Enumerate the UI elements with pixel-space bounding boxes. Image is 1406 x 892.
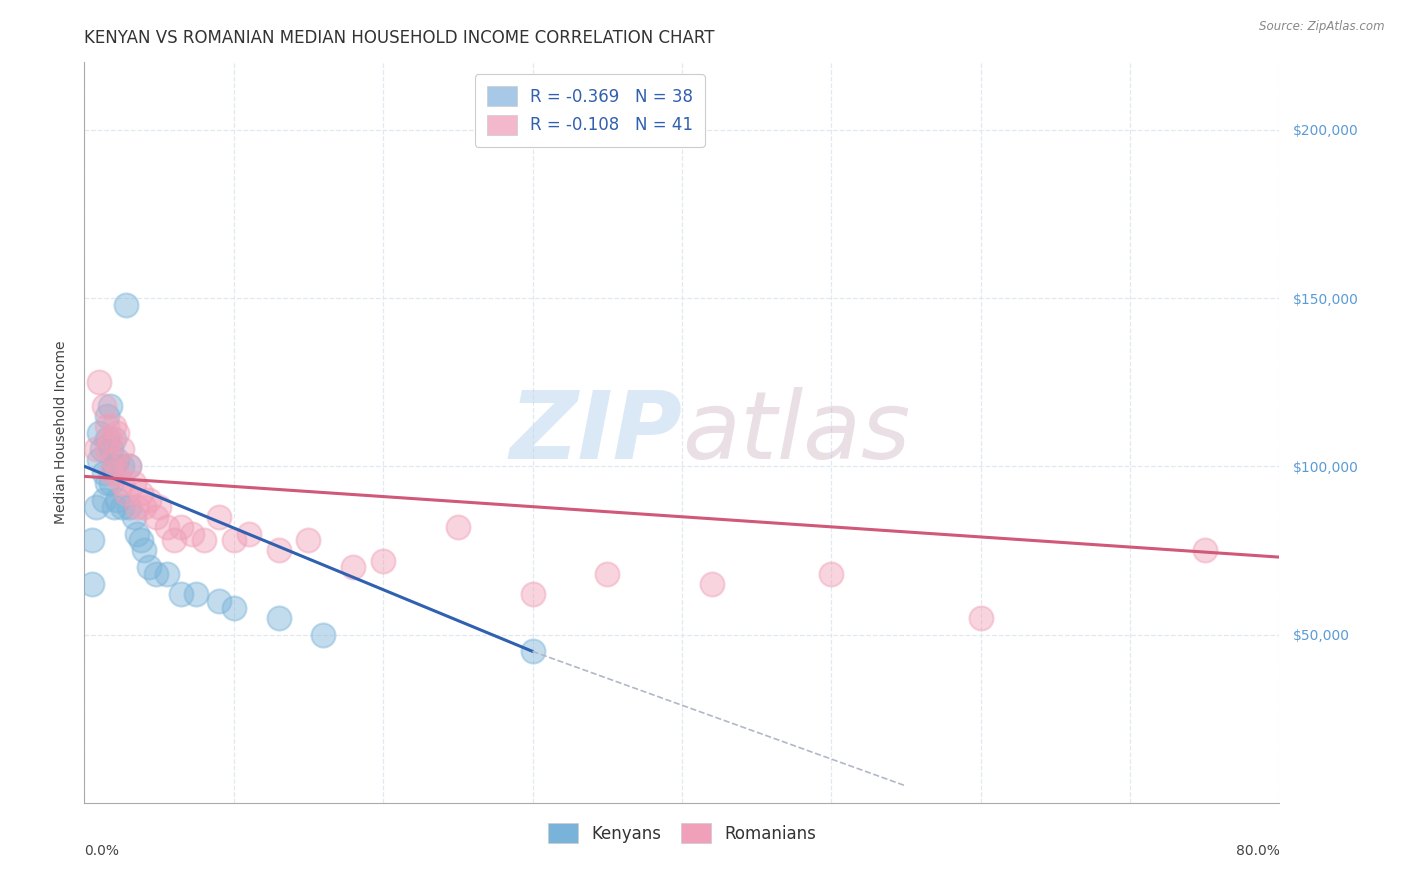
Point bbox=[129, 533, 152, 548]
Point bbox=[138, 560, 160, 574]
Point bbox=[342, 560, 364, 574]
Point bbox=[1194, 543, 1216, 558]
Point bbox=[89, 375, 111, 389]
Point bbox=[93, 399, 115, 413]
Point bbox=[373, 553, 395, 567]
Point bbox=[596, 566, 619, 581]
Point bbox=[111, 476, 134, 491]
Point bbox=[222, 533, 245, 548]
Point bbox=[111, 442, 134, 457]
Text: Source: ZipAtlas.com: Source: ZipAtlas.com bbox=[1260, 20, 1385, 33]
Point bbox=[105, 492, 128, 507]
Text: ZIP: ZIP bbox=[509, 386, 682, 479]
Point bbox=[145, 566, 167, 581]
Point bbox=[93, 466, 115, 480]
Point bbox=[208, 594, 231, 608]
Point bbox=[86, 442, 108, 457]
Point bbox=[132, 500, 156, 514]
Point bbox=[238, 526, 260, 541]
Point bbox=[96, 418, 118, 433]
Text: 0.0%: 0.0% bbox=[84, 844, 120, 857]
Point bbox=[970, 610, 993, 624]
Point bbox=[118, 500, 141, 514]
Point bbox=[118, 459, 141, 474]
Point bbox=[297, 533, 319, 548]
Point bbox=[96, 433, 118, 447]
Point bbox=[447, 520, 470, 534]
Point bbox=[820, 566, 842, 581]
Point bbox=[89, 452, 111, 467]
Point bbox=[267, 543, 290, 558]
Point bbox=[89, 425, 111, 440]
Point bbox=[98, 433, 121, 447]
Point bbox=[118, 459, 141, 474]
Point bbox=[522, 644, 544, 658]
Point bbox=[100, 442, 122, 457]
Point bbox=[267, 610, 290, 624]
Point bbox=[125, 526, 148, 541]
Point bbox=[103, 418, 125, 433]
Legend: Kenyans, Romanians: Kenyans, Romanians bbox=[541, 816, 823, 850]
Text: KENYAN VS ROMANIAN MEDIAN HOUSEHOLD INCOME CORRELATION CHART: KENYAN VS ROMANIAN MEDIAN HOUSEHOLD INCO… bbox=[84, 29, 714, 47]
Point bbox=[98, 399, 121, 413]
Point bbox=[129, 486, 152, 500]
Point bbox=[91, 442, 114, 457]
Point bbox=[111, 459, 134, 474]
Point bbox=[111, 500, 134, 514]
Point bbox=[186, 587, 208, 601]
Point bbox=[100, 476, 122, 491]
Point bbox=[700, 577, 723, 591]
Point bbox=[96, 409, 118, 423]
Text: atlas: atlas bbox=[682, 387, 910, 478]
Point bbox=[148, 500, 170, 514]
Point bbox=[208, 509, 231, 524]
Point bbox=[103, 459, 125, 474]
Point bbox=[222, 600, 245, 615]
Point bbox=[103, 500, 125, 514]
Point bbox=[145, 509, 167, 524]
Point bbox=[96, 476, 118, 491]
Point bbox=[312, 627, 335, 641]
Point bbox=[181, 526, 204, 541]
Point bbox=[80, 533, 103, 548]
Point bbox=[93, 492, 115, 507]
Point bbox=[115, 298, 138, 312]
Point bbox=[86, 500, 108, 514]
Point bbox=[115, 486, 138, 500]
Point bbox=[138, 492, 160, 507]
Point bbox=[105, 452, 128, 467]
Point bbox=[96, 442, 118, 457]
Point bbox=[155, 520, 177, 534]
Point bbox=[193, 533, 215, 548]
Point bbox=[80, 577, 103, 591]
Point bbox=[105, 425, 128, 440]
Y-axis label: Median Household Income: Median Household Income bbox=[53, 341, 67, 524]
Point bbox=[125, 500, 148, 514]
Point bbox=[103, 452, 125, 467]
Text: 80.0%: 80.0% bbox=[1236, 844, 1279, 857]
Point bbox=[163, 533, 186, 548]
Point bbox=[522, 587, 544, 601]
Point bbox=[122, 509, 145, 524]
Point bbox=[170, 520, 193, 534]
Point bbox=[105, 466, 128, 480]
Point bbox=[155, 566, 177, 581]
Point bbox=[103, 433, 125, 447]
Point bbox=[170, 587, 193, 601]
Point bbox=[100, 466, 122, 480]
Point bbox=[122, 476, 145, 491]
Point bbox=[132, 543, 156, 558]
